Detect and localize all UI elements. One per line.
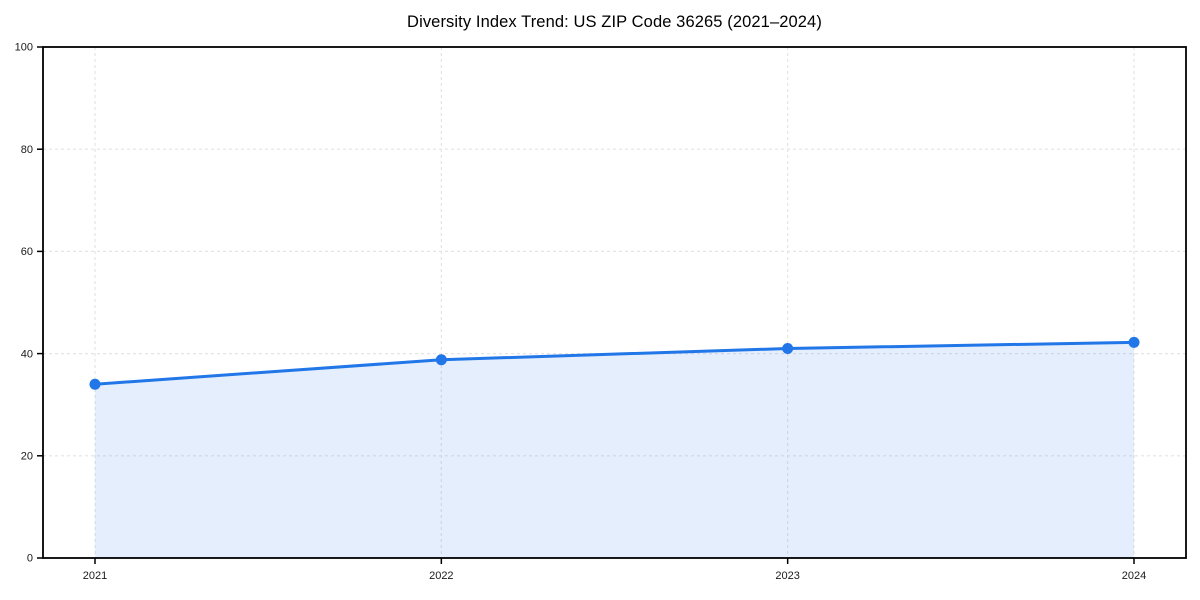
data-point-marker xyxy=(89,378,101,390)
y-tick-label: 100 xyxy=(15,42,33,54)
data-point-marker xyxy=(435,354,447,366)
y-tick-label: 80 xyxy=(21,144,33,156)
trend-line xyxy=(93,340,1136,386)
y-tick-label: 20 xyxy=(21,451,33,463)
x-tick-label: 2021 xyxy=(83,570,107,582)
data-point-marker xyxy=(782,342,794,354)
x-tick-label: 2023 xyxy=(775,570,799,582)
y-tick-label: 40 xyxy=(21,348,33,360)
x-tick-label: 2022 xyxy=(429,570,453,582)
y-tick-label: 60 xyxy=(21,246,33,258)
axis-frame xyxy=(42,46,1187,559)
chart-title: Diversity Index Trend: US ZIP Code 36265… xyxy=(407,13,822,31)
x-tick-label: 2024 xyxy=(1122,570,1146,582)
data-point-marker xyxy=(1128,336,1140,348)
area-fill xyxy=(95,342,1134,558)
y-tick-label: 0 xyxy=(27,553,33,565)
